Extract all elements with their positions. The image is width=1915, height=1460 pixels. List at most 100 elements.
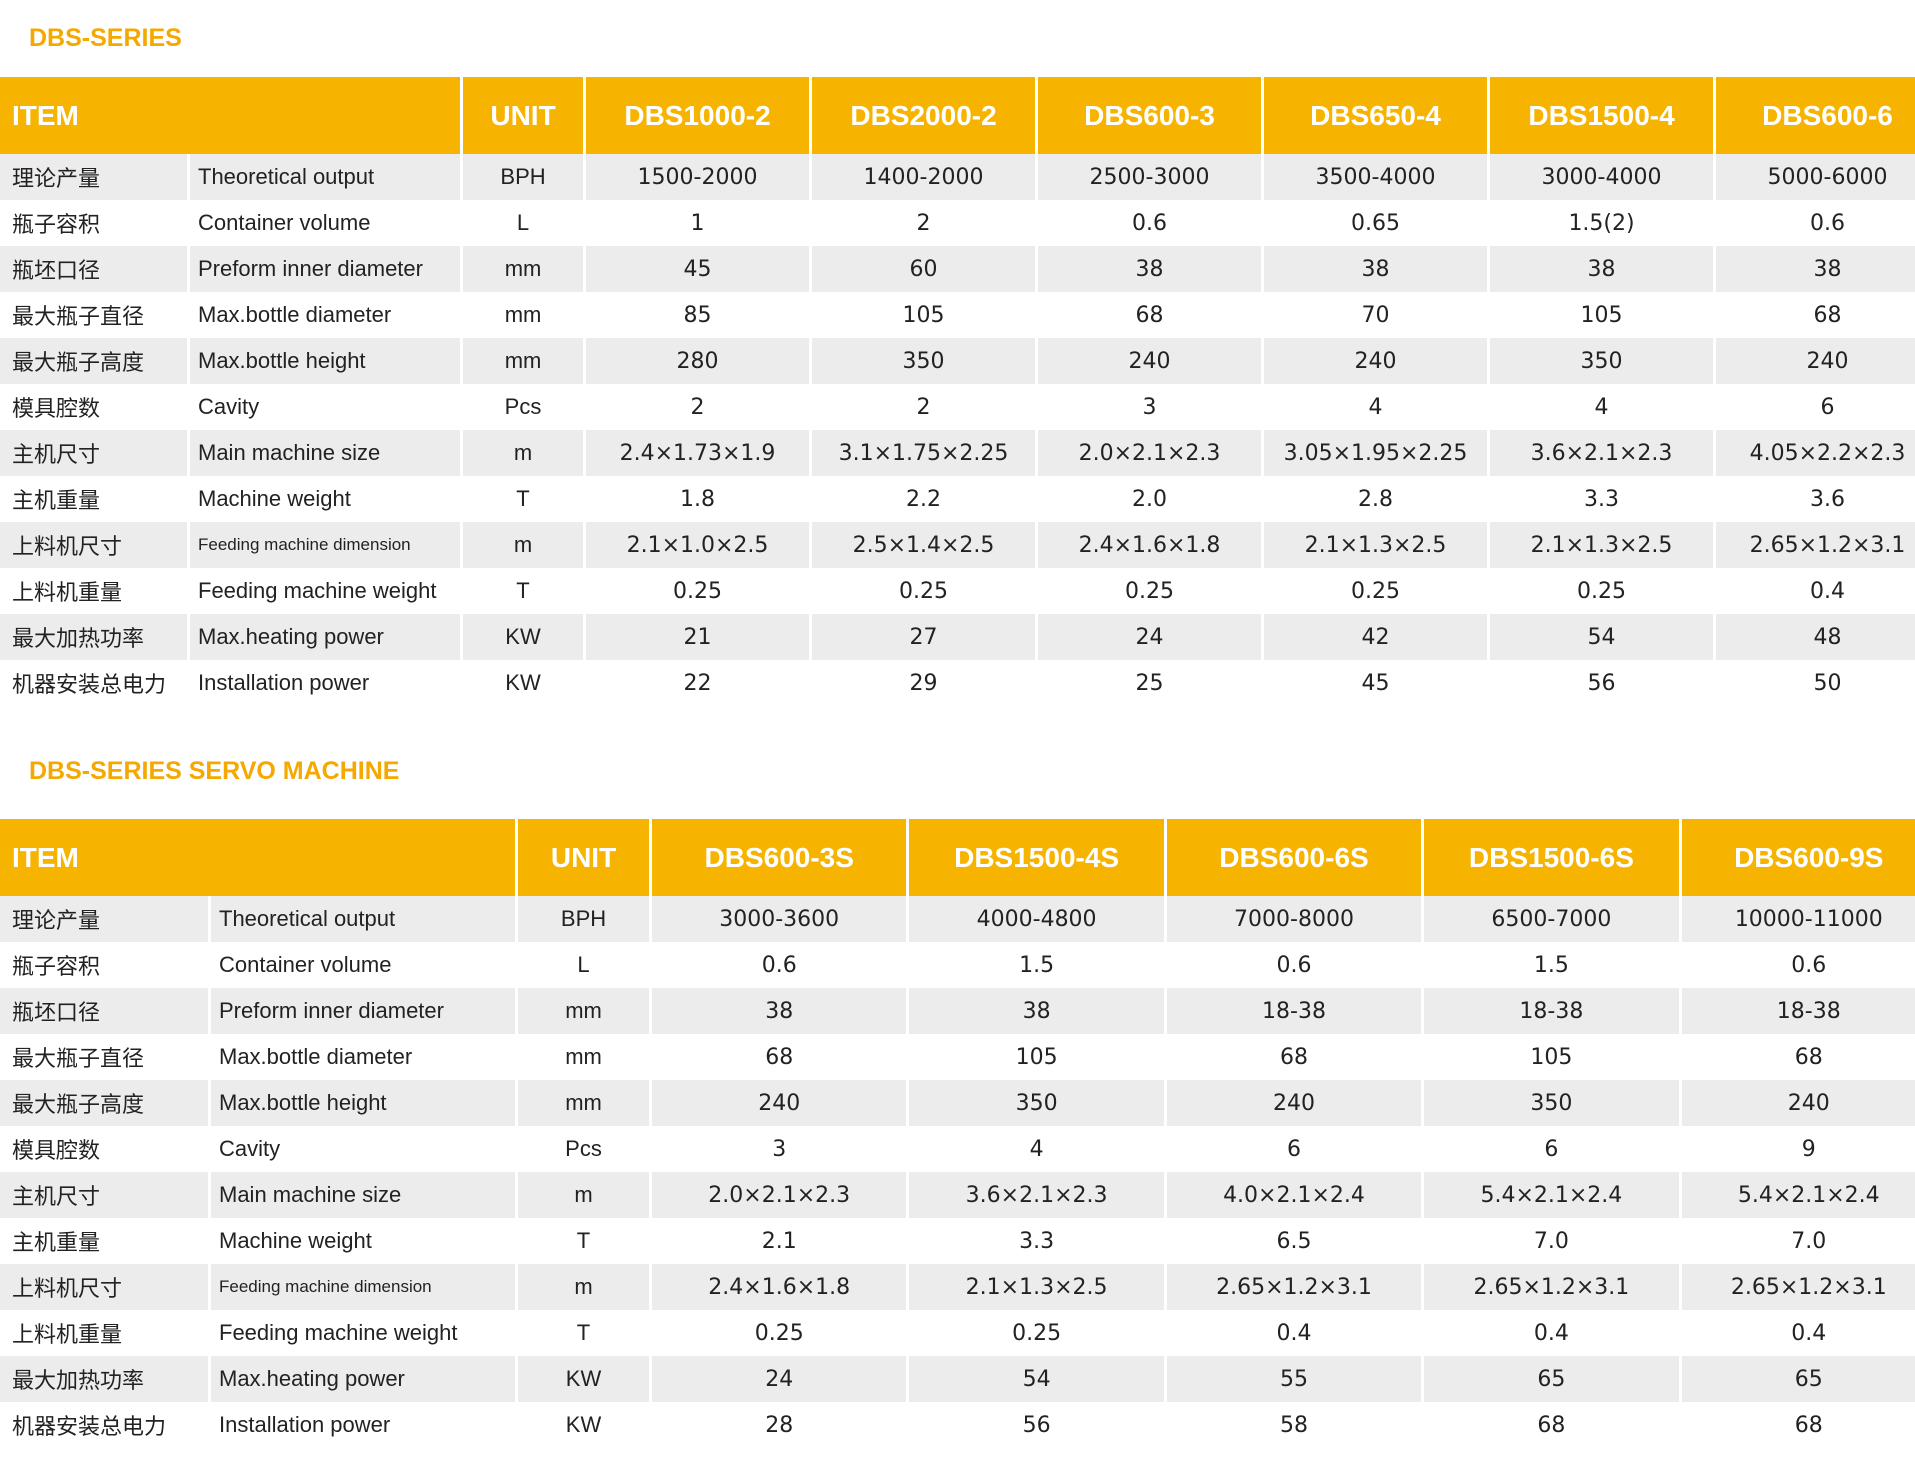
value-cell: 7.0: [1533, 1228, 1569, 1254]
value-cell: 38: [652, 988, 907, 1034]
value-cell: 2.2: [906, 486, 942, 512]
unit-cell: Pcs: [565, 1136, 602, 1161]
value-cell: 4: [1029, 1136, 1044, 1162]
value-cell: 240: [1264, 338, 1488, 384]
item-en: Max.bottle diameter: [219, 1044, 413, 1069]
value-cell: 1.5(2): [1568, 210, 1635, 236]
item-cn: 上料机尺寸: [0, 1264, 208, 1310]
item-cn: 最大瓶子直径: [12, 305, 145, 330]
spec-row: 上料机尺寸 Feeding machine dimension m 2.4×1.6×1…: [0, 1264, 1915, 1310]
value-cell: 0.25: [754, 1320, 804, 1346]
spec-row: 上料机尺寸 Feeding machine dimension m 2.1×1.0×2…: [0, 522, 1915, 568]
value-cell: 38: [909, 988, 1164, 1034]
value-cell: 42: [1264, 614, 1488, 660]
value-cell: 38: [1038, 246, 1262, 292]
header-cell: DBS600-9S: [1681, 819, 1915, 896]
header-cell: DBS1500-6S: [1424, 819, 1679, 896]
item-en: Main machine size: [190, 430, 461, 476]
item-en: Preform inner diameter: [211, 988, 516, 1034]
unit-cell: m: [518, 1264, 650, 1310]
unit-cell: T: [576, 1228, 591, 1253]
spec-row: 上料机重量 Feeding machine weight T 0.25 0.25 0.25…: [0, 568, 1915, 614]
value-cell: 0.25: [1012, 1320, 1062, 1346]
value-cell: 7.0: [1791, 1228, 1827, 1254]
unit-cell: L: [577, 952, 590, 977]
unit-cell: mm: [518, 988, 650, 1034]
value-cell: 0.25: [673, 578, 722, 604]
value-cell: 280: [586, 338, 810, 384]
item-cn: 最大瓶子高度: [0, 338, 187, 384]
value-cell: 7000-8000: [1166, 896, 1422, 942]
unit-cell: mm: [463, 246, 584, 292]
value-cell: 5.4×2.1×2.4: [1424, 1172, 1679, 1218]
unit-cell: m: [463, 522, 584, 568]
value-cell: 38: [1490, 246, 1714, 292]
value-cell: 2.1×1.3×2.5: [909, 1264, 1164, 1310]
value-cell: 6: [1820, 394, 1835, 420]
value-cell: 2.1: [761, 1228, 797, 1254]
value-cell: 0.4: [1276, 1320, 1312, 1346]
value-cell: 45: [1361, 670, 1390, 696]
value-cell: 0.4: [1533, 1320, 1569, 1346]
item-cn: 理论产量: [0, 896, 208, 942]
value-cell: 3: [772, 1136, 787, 1162]
value-cell: 27: [812, 614, 1036, 660]
item-en: Container volume: [198, 210, 371, 235]
unit-cell: L: [516, 210, 530, 235]
unit-cell: T: [576, 1320, 591, 1345]
header-row: ITEM UNIT DBS600-3S DBS1500-4S DBS600-6S DBS1…: [0, 819, 1915, 896]
item-en: Max.heating power: [190, 614, 461, 660]
item-en: Max.bottle diameter: [198, 302, 392, 327]
item-en: Container volume: [219, 952, 392, 977]
value-cell: 25: [1135, 670, 1164, 696]
value-cell: 3000-4000: [1490, 154, 1714, 200]
item-en: Main machine size: [211, 1172, 516, 1218]
value-cell: 1.5: [1533, 952, 1569, 978]
value-cell: 4: [1368, 394, 1383, 420]
value-cell: 2.1×1.3×2.5: [1490, 522, 1714, 568]
value-cell: 65: [1681, 1356, 1915, 1402]
spec-row: 瓶子容积 Container volume L 0.6 1.5 0.6 1.5 0.6: [0, 942, 1915, 988]
item-cn: 最大加热功率: [0, 614, 187, 660]
value-cell: 68: [1794, 1044, 1823, 1070]
item-en: Max.bottle height: [190, 338, 461, 384]
value-cell: 68: [765, 1044, 794, 1070]
spec-row: 最大瓶子高度 Max.bottle height mm 280 350 240 240 350…: [0, 338, 1915, 384]
spec-row: 模具腔数 Cavity Pcs 2 2 3 4 4 6: [0, 384, 1915, 430]
value-cell: 3500-4000: [1264, 154, 1488, 200]
value-cell: 29: [909, 670, 938, 696]
item-en: Feeding machine dimension: [211, 1264, 516, 1310]
item-cn: 最大瓶子高度: [0, 1080, 208, 1126]
value-cell: 0.25: [1351, 578, 1400, 604]
spec-row: 瓶子容积 Container volume L 1 2 0.6 0.65 1.5(2) 0.6: [0, 200, 1915, 246]
value-cell: 240: [1681, 1080, 1915, 1126]
value-cell: 9: [1801, 1136, 1816, 1162]
spec-row: 主机重量 Machine weight T 1.8 2.2 2.0 2.8 3.3 3.6: [0, 476, 1915, 522]
value-cell: 68: [1135, 302, 1164, 328]
value-cell: 240: [1716, 338, 1915, 384]
header-cell: DBS2000-2: [812, 77, 1036, 154]
spec-row: 最大加热功率 Max.heating power KW 24 54 55 65 65: [0, 1356, 1915, 1402]
value-cell: 24: [652, 1356, 907, 1402]
header-cell: DBS600-6S: [1166, 819, 1422, 896]
value-cell: 350: [1490, 338, 1714, 384]
value-cell: 0.25: [899, 578, 948, 604]
item-cn: 瓶坯口径: [0, 988, 208, 1034]
value-cell: 2.0×2.1×2.3: [1038, 430, 1262, 476]
item-cn: 主机重量: [12, 489, 101, 514]
value-cell: 0.6: [1791, 952, 1827, 978]
item-en: Feeding machine weight: [219, 1320, 458, 1345]
value-cell: 2.65×1.2×3.1: [1166, 1264, 1422, 1310]
value-cell: 54: [1490, 614, 1714, 660]
header-cell: DBS1000-2: [586, 77, 810, 154]
unit-cell: BPH: [518, 896, 650, 942]
value-cell: 54: [909, 1356, 1164, 1402]
value-cell: 85: [683, 302, 712, 328]
value-cell: 22: [683, 670, 712, 696]
value-cell: 1: [690, 210, 705, 236]
value-cell: 21: [586, 614, 810, 660]
item-en: Theoretical output: [211, 896, 516, 942]
value-cell: 3.6×2.1×2.3: [909, 1172, 1164, 1218]
